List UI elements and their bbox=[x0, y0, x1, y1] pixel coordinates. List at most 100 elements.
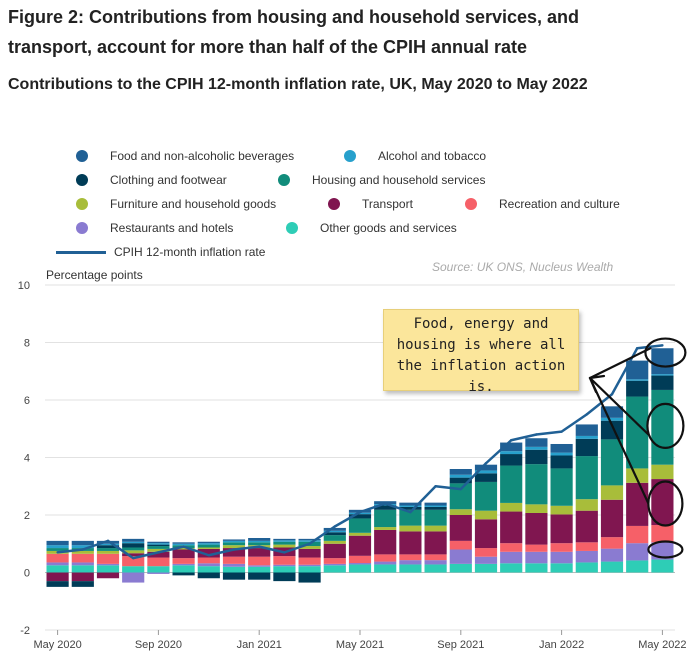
bar-segment[interactable] bbox=[197, 572, 220, 579]
bar-segment[interactable] bbox=[651, 348, 674, 375]
bar-segment[interactable] bbox=[399, 525, 422, 532]
bar-segment[interactable] bbox=[626, 560, 649, 573]
bar-segment[interactable] bbox=[273, 556, 296, 565]
legend-item-alcohol[interactable]: Alcohol and tobacco bbox=[344, 146, 486, 166]
bar-stack[interactable] bbox=[374, 501, 397, 573]
bar-segment[interactable] bbox=[600, 548, 624, 562]
bar-segment[interactable] bbox=[222, 556, 246, 564]
bar-segment[interactable] bbox=[71, 581, 94, 587]
bar-stack[interactable] bbox=[500, 442, 523, 573]
bar-stack[interactable] bbox=[399, 502, 422, 573]
bar-segment[interactable] bbox=[122, 541, 145, 544]
bar-segment[interactable] bbox=[273, 566, 296, 573]
bar-stack[interactable] bbox=[424, 502, 447, 573]
bar-segment[interactable] bbox=[525, 504, 548, 513]
bar-segment[interactable] bbox=[172, 563, 195, 566]
bar-segment[interactable] bbox=[222, 566, 246, 573]
bar-segment[interactable] bbox=[399, 554, 422, 561]
legend-item-clothing[interactable]: Clothing and footwear bbox=[76, 170, 227, 190]
bar-segment[interactable] bbox=[147, 548, 170, 552]
bar-segment[interactable] bbox=[500, 502, 523, 512]
bar-segment[interactable] bbox=[626, 379, 649, 381]
bar-segment[interactable] bbox=[348, 535, 372, 556]
bar-segment[interactable] bbox=[323, 565, 346, 573]
bar-segment[interactable] bbox=[46, 553, 69, 563]
bar-segment[interactable] bbox=[273, 538, 296, 541]
bar-segment[interactable] bbox=[122, 538, 145, 542]
bar-segment[interactable] bbox=[575, 456, 598, 500]
bar-segment[interactable] bbox=[374, 509, 397, 528]
bar-segment[interactable] bbox=[323, 540, 346, 544]
bar-segment[interactable] bbox=[600, 537, 624, 549]
bar-segment[interactable] bbox=[71, 550, 94, 554]
bar-segment[interactable] bbox=[424, 564, 447, 573]
bar-segment[interactable] bbox=[71, 562, 94, 566]
bar-segment[interactable] bbox=[298, 564, 321, 567]
bar-segment[interactable] bbox=[525, 512, 548, 545]
bar-segment[interactable] bbox=[575, 424, 598, 436]
bar-segment[interactable] bbox=[172, 572, 195, 576]
bar-segment[interactable] bbox=[600, 561, 624, 573]
bar-segment[interactable] bbox=[626, 543, 649, 561]
bar-segment[interactable] bbox=[626, 396, 649, 469]
bar-segment[interactable] bbox=[449, 477, 472, 484]
bar-segment[interactable] bbox=[197, 563, 220, 567]
bar-segment[interactable] bbox=[525, 438, 548, 447]
bar-segment[interactable] bbox=[500, 465, 523, 503]
bar-segment[interactable] bbox=[399, 531, 422, 555]
bar-segment[interactable] bbox=[651, 542, 674, 560]
bar-segment[interactable] bbox=[399, 502, 422, 506]
bar-segment[interactable] bbox=[474, 548, 498, 557]
bar-segment[interactable] bbox=[500, 442, 523, 452]
bar-segment[interactable] bbox=[96, 543, 120, 546]
bar-segment[interactable] bbox=[399, 564, 422, 573]
bar-segment[interactable] bbox=[449, 474, 472, 478]
bar-segment[interactable] bbox=[273, 544, 296, 548]
bar-segment[interactable] bbox=[449, 549, 472, 564]
bar-segment[interactable] bbox=[96, 572, 120, 579]
bar-segment[interactable] bbox=[122, 556, 145, 567]
bar-segment[interactable] bbox=[248, 556, 271, 566]
bar-segment[interactable] bbox=[374, 505, 397, 510]
bar-segment[interactable] bbox=[273, 540, 296, 542]
bar-segment[interactable] bbox=[197, 548, 220, 558]
bar-segment[interactable] bbox=[147, 541, 170, 544]
legend-item-recreation[interactable]: Recreation and culture bbox=[465, 194, 620, 214]
bar-segment[interactable] bbox=[500, 454, 523, 466]
bar-segment[interactable] bbox=[323, 532, 346, 536]
bar-segment[interactable] bbox=[550, 563, 573, 573]
bar-segment[interactable] bbox=[71, 553, 94, 563]
bar-segment[interactable] bbox=[222, 563, 246, 567]
bar-segment[interactable] bbox=[172, 543, 195, 546]
bar-segment[interactable] bbox=[122, 550, 145, 554]
bar-segment[interactable] bbox=[626, 360, 649, 380]
bar-segment[interactable] bbox=[147, 551, 170, 558]
legend-item-housing[interactable]: Housing and household services bbox=[278, 170, 485, 190]
bar-stack[interactable] bbox=[550, 443, 573, 573]
bar-segment[interactable] bbox=[197, 541, 220, 544]
bar-segment[interactable] bbox=[298, 548, 321, 558]
bar-segment[interactable] bbox=[147, 572, 170, 574]
bar-segment[interactable] bbox=[399, 509, 422, 526]
bar-segment[interactable] bbox=[474, 473, 498, 482]
bar-segment[interactable] bbox=[626, 380, 649, 397]
bar-segment[interactable] bbox=[96, 565, 120, 573]
bar-segment[interactable] bbox=[96, 563, 120, 566]
bar-segment[interactable] bbox=[323, 543, 346, 559]
bar-segment[interactable] bbox=[71, 572, 94, 582]
bar-segment[interactable] bbox=[172, 549, 195, 559]
bar-segment[interactable] bbox=[348, 518, 372, 533]
bar-segment[interactable] bbox=[122, 543, 145, 548]
bar-segment[interactable] bbox=[651, 374, 674, 376]
bar-stack[interactable] bbox=[273, 538, 296, 582]
bar-segment[interactable] bbox=[550, 514, 573, 544]
bar-segment[interactable] bbox=[273, 572, 296, 582]
bar-segment[interactable] bbox=[525, 551, 548, 564]
bar-segment[interactable] bbox=[273, 541, 296, 545]
bar-stack[interactable] bbox=[222, 539, 246, 580]
bar-stack[interactable] bbox=[449, 469, 472, 573]
bar-segment[interactable] bbox=[474, 510, 498, 520]
bar-segment[interactable] bbox=[500, 551, 523, 564]
bar-segment[interactable] bbox=[575, 510, 598, 543]
bar-segment[interactable] bbox=[298, 557, 321, 565]
